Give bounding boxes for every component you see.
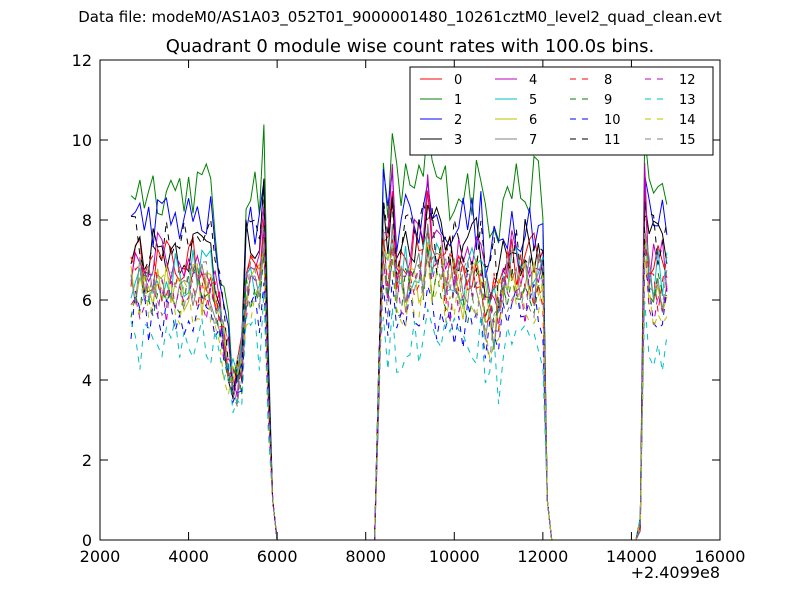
y-tick-label: 0 — [82, 531, 92, 550]
legend-label-3: 3 — [454, 133, 462, 148]
legend-label-15: 15 — [679, 133, 696, 148]
x-tick-label: 4000 — [168, 547, 209, 566]
y-tick-label: 6 — [82, 291, 92, 310]
series-line-13 — [130, 291, 668, 541]
chart-title: Quadrant 0 module wise count rates with … — [165, 36, 655, 57]
legend-label-13: 13 — [679, 93, 696, 108]
series-line-1 — [130, 124, 668, 541]
tick-layer: 2000 4000 6000 8000 10000 12000 14000 16000 0 2 4 6… — [72, 51, 746, 566]
series-line-5 — [130, 227, 668, 541]
y-tick-label: 2 — [82, 451, 92, 470]
legend-label-1: 1 — [454, 93, 462, 108]
x-tick-label: 6000 — [257, 547, 298, 566]
legend-label-12: 12 — [679, 73, 696, 88]
legend-label-7: 7 — [529, 133, 537, 148]
legend-box — [409, 66, 714, 156]
legend-label-8: 8 — [604, 73, 612, 88]
y-tick-label: 12 — [72, 51, 92, 70]
legend-label-5: 5 — [529, 93, 537, 108]
y-tick-label: 4 — [82, 371, 92, 390]
x-tick-label: 8000 — [345, 547, 386, 566]
legend-label-4: 4 — [529, 73, 537, 88]
series-line-11 — [130, 191, 668, 541]
x-tick-label: 2000 — [80, 547, 121, 566]
series-line-6 — [130, 231, 668, 541]
legend-label-14: 14 — [679, 113, 696, 128]
y-tick-label: 10 — [72, 131, 92, 150]
legend-label-11: 11 — [604, 133, 621, 148]
series-layer — [130, 124, 668, 541]
legend-label-6: 6 — [529, 113, 537, 128]
x-tick-label: 10000 — [429, 547, 480, 566]
series-line-10 — [130, 268, 668, 541]
x-tick-label: 12000 — [517, 547, 568, 566]
legend-label-10: 10 — [604, 113, 621, 128]
x-tick-label: 14000 — [606, 547, 657, 566]
figure-suptitle: Data file: modeM0/AS1A03_052T01_90000014… — [78, 8, 722, 26]
series-line-0 — [130, 187, 668, 541]
series-line-4 — [130, 162, 668, 541]
x-tick-label: 16000 — [695, 547, 746, 566]
legend-label-0: 0 — [454, 73, 462, 88]
y-tick-label: 8 — [82, 211, 92, 230]
legend-label-9: 9 — [604, 93, 612, 108]
legend-label-2: 2 — [454, 113, 462, 128]
series-line-15 — [130, 238, 668, 541]
x-offset-label: +2.4099e8 — [631, 563, 720, 582]
